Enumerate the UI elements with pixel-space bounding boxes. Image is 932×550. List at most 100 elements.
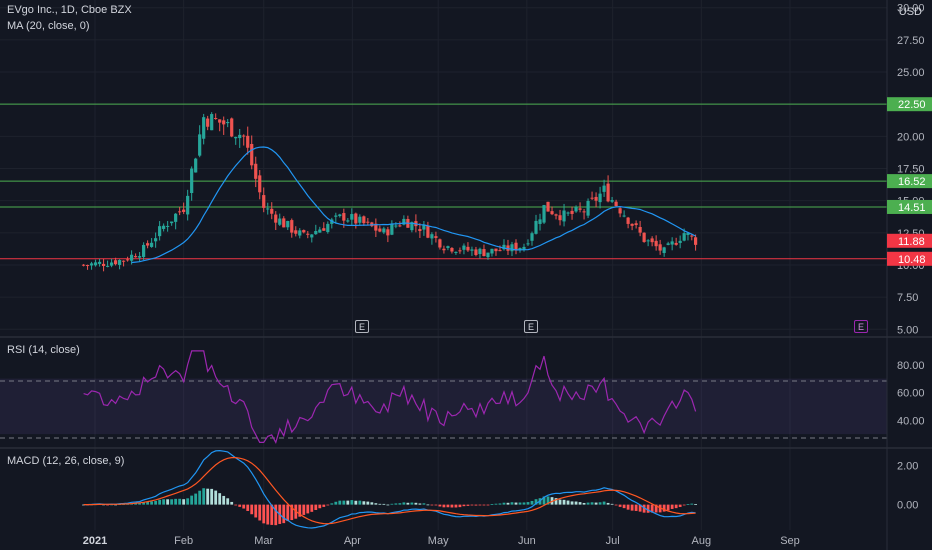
candle-body bbox=[354, 213, 358, 224]
macd-hist-bar bbox=[254, 504, 258, 518]
rsi-legend[interactable]: RSI (14, close) bbox=[7, 344, 80, 356]
macd-hist-bar bbox=[338, 500, 342, 505]
macd-hist-bar bbox=[210, 488, 214, 505]
candle-body bbox=[222, 120, 226, 125]
candle-body bbox=[186, 195, 190, 215]
price-level-tag-label: 22.50 bbox=[898, 99, 926, 111]
macd-hist-bar bbox=[234, 504, 238, 506]
candle-body bbox=[390, 224, 394, 235]
macd-hist-bar bbox=[526, 502, 530, 505]
candle-body bbox=[242, 135, 246, 137]
price-level-tag bbox=[887, 174, 932, 189]
macd-hist-bar bbox=[390, 503, 394, 505]
macd-tick-label: 0.00 bbox=[897, 500, 918, 512]
candle-body bbox=[530, 233, 534, 241]
macd-hist-bar bbox=[594, 502, 598, 505]
candle-body bbox=[686, 232, 690, 236]
candle-body bbox=[154, 238, 158, 242]
macd-hist-bar bbox=[322, 504, 326, 507]
earnings-marker[interactable]: E bbox=[524, 320, 538, 333]
macd-hist-bar bbox=[654, 504, 658, 513]
macd-hist-bar bbox=[386, 504, 390, 506]
time-tick-label: Feb bbox=[174, 535, 193, 547]
ma-legend[interactable]: MA (20, close, 0) bbox=[7, 20, 90, 32]
macd-hist-bar bbox=[378, 503, 382, 505]
price-level-tag bbox=[887, 199, 932, 214]
macd-hist-bar bbox=[650, 504, 654, 513]
macd-hist-bar bbox=[518, 502, 522, 505]
rsi-tick-label: 80.00 bbox=[897, 360, 925, 372]
macd-hist-bar bbox=[690, 503, 694, 505]
macd-hist-bar bbox=[614, 504, 618, 506]
macd-hist-bar bbox=[618, 504, 622, 507]
candle-body bbox=[334, 215, 338, 217]
candle-body bbox=[450, 247, 454, 252]
currency-label: USD bbox=[898, 6, 922, 18]
candle-body bbox=[214, 117, 218, 119]
macd-hist-bar bbox=[454, 504, 458, 508]
rsi-tick-label: 60.00 bbox=[897, 388, 925, 400]
candle-body bbox=[346, 220, 350, 222]
candle-body bbox=[486, 252, 490, 258]
macd-hist-bar bbox=[346, 500, 350, 505]
candle-body bbox=[510, 244, 514, 252]
macd-hist-bar bbox=[166, 499, 170, 505]
macd-hist-bar bbox=[154, 500, 158, 505]
candle-body bbox=[618, 208, 622, 214]
candle-body bbox=[174, 213, 178, 222]
macd-hist-bar bbox=[250, 504, 254, 515]
macd-hist-bar bbox=[374, 503, 378, 505]
macd-hist-bar bbox=[230, 501, 234, 505]
price-level-tag-label: 10.48 bbox=[898, 254, 926, 266]
macd-hist-bar bbox=[514, 502, 518, 505]
macd-legend[interactable]: MACD (12, 26, close, 9) bbox=[7, 455, 124, 467]
macd-hist-bar bbox=[686, 504, 690, 505]
candle-body bbox=[546, 201, 550, 212]
macd-hist-bar bbox=[406, 502, 410, 505]
candle-body bbox=[474, 249, 478, 255]
candle-body bbox=[550, 211, 554, 215]
price-level-tag bbox=[887, 97, 932, 112]
price-level-tag bbox=[887, 251, 932, 266]
macd-hist-bar bbox=[598, 502, 602, 505]
earnings-marker[interactable]: E bbox=[355, 320, 369, 333]
candle-body bbox=[606, 183, 610, 202]
macd-hist-bar bbox=[530, 500, 534, 505]
candle-body bbox=[306, 233, 310, 235]
price-tick-label: 20.00 bbox=[897, 131, 925, 143]
candle-body bbox=[338, 214, 342, 217]
price-level-tags: 22.50 16.52 14.51 11.88 10.48 bbox=[887, 97, 932, 266]
candle-body bbox=[254, 163, 258, 179]
price-tick-label: 27.50 bbox=[897, 35, 925, 47]
candle-body bbox=[494, 248, 498, 252]
candle-body bbox=[582, 211, 586, 213]
candle-body bbox=[666, 243, 670, 245]
macd-hist-bar bbox=[422, 503, 426, 505]
macd-hist-bar bbox=[542, 496, 546, 505]
candle-body bbox=[126, 259, 130, 261]
macd-hist-bar bbox=[362, 501, 366, 505]
macd-hist-bar bbox=[274, 504, 278, 526]
macd-hist-bar bbox=[414, 502, 418, 505]
earnings-marker-future[interactable]: E bbox=[854, 320, 868, 333]
candle-body bbox=[246, 135, 250, 148]
rsi-legend-label: RSI (14, close) bbox=[7, 344, 80, 356]
candle-body bbox=[290, 220, 294, 233]
candle-body bbox=[310, 234, 314, 238]
macd-hist-bar bbox=[330, 503, 334, 505]
macd-hist-bar bbox=[170, 499, 174, 505]
macd-hist-bar bbox=[586, 502, 590, 505]
candle-body bbox=[678, 240, 682, 243]
macd-hist-bar bbox=[426, 504, 430, 506]
macd-hist-bar bbox=[522, 502, 526, 505]
macd-hist-bar bbox=[418, 503, 422, 505]
candle-body bbox=[594, 196, 598, 201]
candle-body bbox=[526, 243, 530, 245]
symbol-legend[interactable]: EVgo Inc., 1D, Cboe BZX bbox=[7, 4, 132, 16]
candle-body bbox=[554, 214, 558, 216]
candle-body bbox=[386, 229, 390, 236]
macd-hist-bar bbox=[318, 504, 322, 509]
macd-hist-bar bbox=[578, 502, 582, 505]
macd-hist-bar bbox=[446, 504, 450, 508]
